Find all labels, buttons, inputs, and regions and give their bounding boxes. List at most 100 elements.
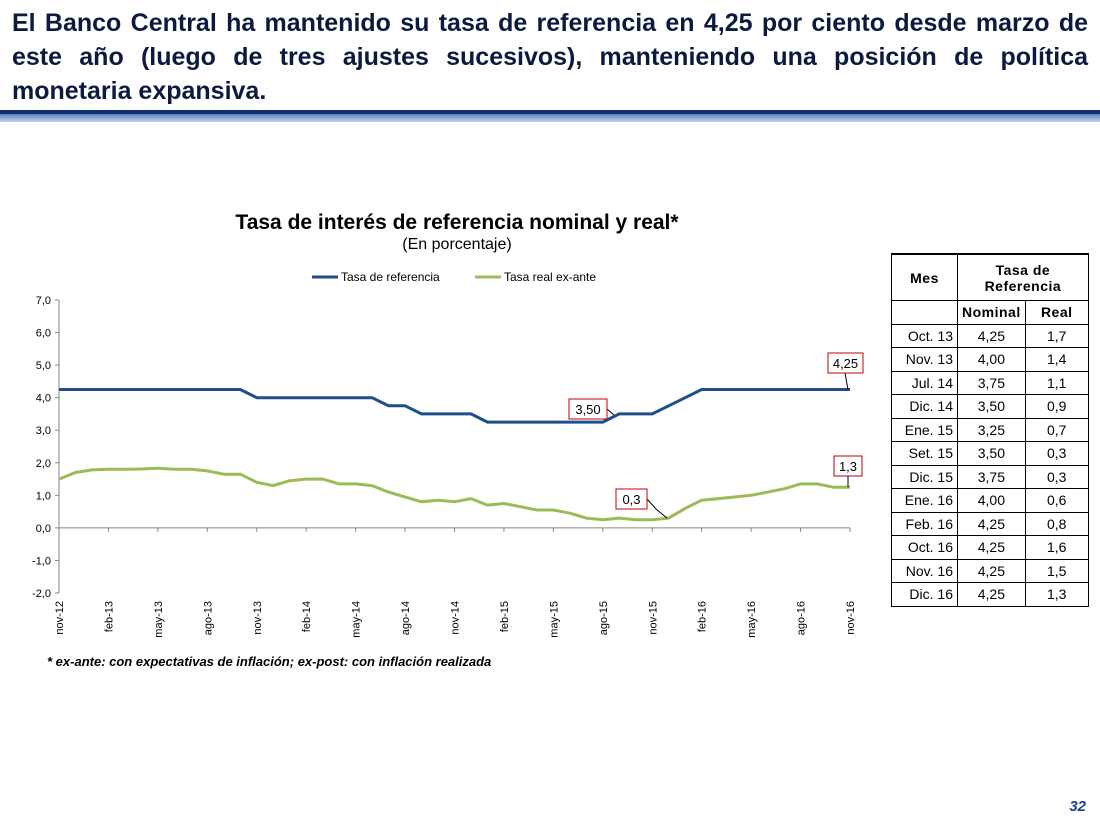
y-axis: 7,0 6,0 5,0 4,0 3,0 2,0 1,0 0,0 -1,0 -2,0 [32,295,60,600]
table-cell-real: 1,6 [1024,535,1089,560]
callouts: 4,25 3,50 1,3 0,3 [568,352,864,519]
table-row: Oct. 16 4,25 1,6 [891,535,1089,560]
callout-label: 3,50 [575,402,600,417]
y-tick-label: 3,0 [36,425,51,437]
x-tick-label: feb-16 [697,601,709,632]
x-tick-label: nov-13 [252,601,264,635]
y-tick-label: -2,0 [32,588,51,600]
table-cell-nominal: 3,50 [957,441,1026,466]
x-tick-label: ago-16 [796,601,808,635]
x-tick-label: nov-16 [845,601,857,635]
table-row: Dic. 16 4,25 1,3 [891,582,1089,607]
table-cell-nominal: 4,25 [957,582,1026,607]
table-cell-nominal: 4,25 [957,511,1026,536]
legend-label-real: Tasa real ex-ante [504,270,596,284]
table-row: Set. 15 3,50 0,3 [891,441,1089,466]
table-cell-nominal: 4,00 [957,347,1026,372]
table-cell-nominal: 3,75 [957,464,1026,489]
callout-box [833,455,863,477]
callout-leader [606,408,615,416]
table-cell-nominal: 4,00 [957,488,1026,513]
plot-area [58,388,850,522]
table-cell-month: Jul. 14 [891,370,958,395]
x-tick-label: may-15 [548,601,560,638]
table-header-nominal: Nominal [957,300,1026,325]
page-number: 32 [1069,798,1086,815]
x-tick-label: may-14 [351,601,363,638]
table-cell-nominal: 4,25 [957,535,1026,560]
table-cell-real: 0,6 [1024,488,1089,513]
table-cell-nominal: 3,75 [957,370,1026,395]
table-cell-month: Oct. 13 [891,323,958,348]
table-cell-real: 0,3 [1024,441,1089,466]
x-tick-label: feb-13 [103,601,115,632]
table-cell-real: 0,8 [1024,511,1089,536]
table-cell-month: Ene. 16 [891,488,958,513]
chart-subtitle: (En porcentaje) [402,236,511,253]
table-cell-real: 0,9 [1024,394,1089,419]
y-tick-label: 0,0 [36,523,51,535]
chart-legend: Tasa de referencia Tasa real ex-ante [312,270,596,284]
callout-box [615,488,648,510]
table-row: Nov. 16 4,25 1,5 [891,558,1089,583]
table-header-mes: Mes [891,253,958,301]
chart-footnote: * ex-ante: con expectativas de inflación… [47,654,492,669]
legend-label-nominal: Tasa de referencia [341,270,440,284]
y-tick-label: 2,0 [36,458,51,470]
callout-box [568,398,608,420]
series-line-real [58,466,850,522]
y-tick-label: 7,0 [36,295,51,307]
table-cell-month: Set. 15 [891,441,958,466]
table-cell-real: 0,3 [1024,464,1089,489]
callout-leader [844,372,849,390]
x-tick-label: feb-14 [301,601,313,632]
table-cell-nominal: 4,25 [957,323,1026,348]
x-tick-label: ago-15 [598,601,610,635]
callout-label: 4,25 [833,356,858,371]
table-cell-month: Ene. 15 [891,417,958,442]
x-tick-label: feb-15 [499,601,511,632]
x-tick-label: ago-14 [400,601,412,635]
table-cell-month: Dic. 15 [891,464,958,489]
callout-label: 0,3 [622,492,640,507]
callout-box [827,352,864,374]
y-tick-label: 5,0 [36,360,51,372]
table-cell-month: Nov. 13 [891,347,958,372]
table-cell-month: Feb. 16 [891,511,958,536]
y-tick-label: 4,0 [36,393,51,405]
title-divider [0,110,1100,122]
y-tick-label: 6,0 [36,328,51,340]
table-header-blank [891,300,958,325]
y-tick-label: -1,0 [32,555,51,567]
table-cell-nominal: 4,25 [957,558,1026,583]
table-row: Feb. 16 4,25 0,8 [891,511,1089,536]
table-cell-nominal: 3,50 [957,394,1026,419]
callout-label: 1,3 [839,459,857,474]
rate-table-body: Oct. 13 4,25 1,7 Nov. 13 4,00 1,4 Jul. 14 3,75 1… [891,323,1089,607]
table-row: Oct. 13 4,25 1,7 [891,323,1089,348]
table-cell-month: Nov. 16 [891,558,958,583]
x-axis: nov-12 feb-13 may-13 ago-13 nov-13 feb-14 may-… [54,527,857,638]
table-row: Nov. 13 4,00 1,4 [891,347,1089,372]
table-cell-real: 1,7 [1024,323,1089,348]
slide-title: El Banco Central ha mantenido su tasa de… [12,9,1088,105]
table-cell-month: Dic. 16 [891,582,958,607]
table-row: Dic. 14 3,50 0,9 [891,394,1089,419]
table-cell-real: 1,3 [1024,582,1089,607]
rate-table: Mes Tasa de Referencia Nominal Real Oct.… [891,253,1089,607]
table-cell-real: 0,7 [1024,417,1089,442]
table-cell-real: 1,5 [1024,558,1089,583]
table-cell-real: 1,4 [1024,347,1089,372]
x-tick-label: may-16 [746,601,758,638]
table-cell-real: 1,1 [1024,370,1089,395]
chart-title: Tasa de interés de referencia nominal y … [235,211,679,234]
table-header-tasa: Tasa de Referencia [957,253,1089,301]
table-cell-month: Oct. 16 [891,535,958,560]
x-tick-label: ago-13 [202,601,214,635]
callout-leader [646,498,668,519]
x-tick-label: nov-12 [54,601,66,635]
series-line-nominal [59,388,850,424]
table-cell-nominal: 3,25 [957,417,1026,442]
interest-rate-chart: Tasa de interés de referencia nominal y … [32,211,864,638]
table-cell-month: Dic. 14 [891,394,958,419]
